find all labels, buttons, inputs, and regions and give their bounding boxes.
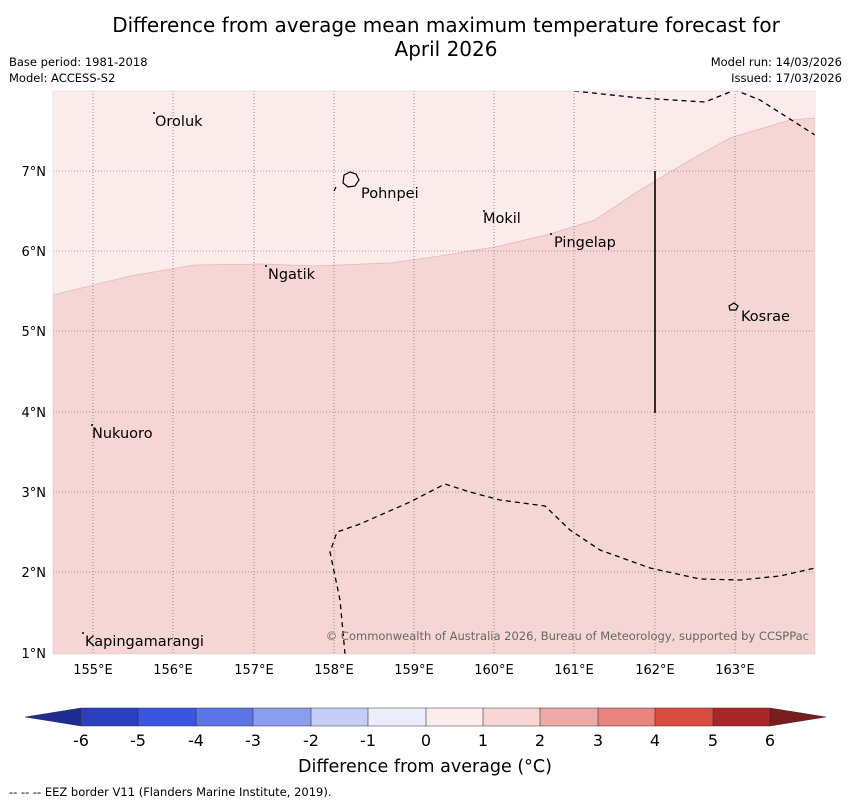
lat-label: 7°N <box>22 165 47 180</box>
lat-label: 3°N <box>22 486 47 501</box>
lon-label: 163°E <box>715 663 755 678</box>
colorbar-tick: 2 <box>535 731 545 750</box>
lon-label: 159°E <box>394 663 434 678</box>
model-name: Model: ACCESS-S2 <box>9 71 116 85</box>
issued-date: Issued: 17/03/2026 <box>731 71 842 85</box>
map-area: Oroluk Pohnpei Mokil Pingelap Ngatik Kos… <box>53 91 815 654</box>
meta-left: Base period: 1981-2018 Model: ACCESS-S2 <box>9 54 148 86</box>
colorbar-tick: -6 <box>73 731 89 750</box>
colorbar-high-extend <box>769 707 827 727</box>
colorbar-tick: 4 <box>650 731 660 750</box>
lat-label: 2°N <box>22 566 47 581</box>
eez-legend-note: -- -- -- EEZ border V11 (Flanders Marine… <box>9 785 332 799</box>
colorbar-tick: 3 <box>593 731 603 750</box>
place-pohnpei: Pohnpei <box>361 186 419 202</box>
place-oroluk: Oroluk <box>155 114 203 130</box>
colorbar-tick: -4 <box>188 731 204 750</box>
place-pingelap: Pingelap <box>554 235 616 251</box>
copyright-text: © Commonwealth of Australia 2026, Bureau… <box>326 629 809 643</box>
lon-label: 158°E <box>314 663 354 678</box>
colorbar-label: Difference from average (°C) <box>298 757 552 777</box>
map-frame <box>52 90 816 655</box>
colorbar-segment <box>655 708 713 726</box>
colorbar-segment <box>598 708 655 726</box>
atoll-markers <box>82 112 552 634</box>
colorbar-segment <box>81 708 138 726</box>
place-ngatik: Ngatik <box>268 267 316 283</box>
lat-label: 1°N <box>22 647 47 662</box>
place-nukuoro: Nukuoro <box>92 426 153 442</box>
lon-label: 155°E <box>73 663 113 678</box>
chart-title: Difference from average mean maximum tem… <box>0 13 850 61</box>
lon-label: 162°E <box>635 663 675 678</box>
colorbar-tick: -2 <box>303 731 319 750</box>
lon-label: 157°E <box>234 663 274 678</box>
lon-label: 156°E <box>153 663 193 678</box>
model-run-date: Model run: 14/03/2026 <box>710 55 842 69</box>
meta-right: Model run: 14/03/2026 Issued: 17/03/2026 <box>711 54 842 86</box>
colorbar-tick: -3 <box>245 731 261 750</box>
colorbar-tick: -1 <box>360 731 376 750</box>
colorbar-tick: 1 <box>478 731 488 750</box>
eez-border <box>329 91 815 654</box>
base-period: Base period: 1981-2018 <box>9 55 148 69</box>
zone-1-to-2 <box>53 117 815 654</box>
title-line-1: Difference from average mean maximum tem… <box>112 13 780 37</box>
colorbar-segment <box>253 708 311 726</box>
colorbar-segment <box>713 708 770 726</box>
longitude-axis: 155°E 156°E 157°E 158°E 159°E 160°E 161°… <box>73 663 755 678</box>
place-kosrae: Kosrae <box>741 309 790 325</box>
colorbar-low-extend <box>24 707 82 727</box>
colorbar-segment <box>196 708 253 726</box>
lat-label: 6°N <box>22 245 47 260</box>
colorbar-tick: 5 <box>708 731 718 750</box>
ant-atoll-icon <box>333 186 337 192</box>
pohnpei-island-icon <box>342 171 360 188</box>
colorbar-segment <box>426 708 483 726</box>
colorbar-segment <box>540 708 598 726</box>
lon-label: 160°E <box>474 663 514 678</box>
kosrae-island-icon <box>728 302 739 311</box>
lat-label: 5°N <box>22 325 47 340</box>
colorbar-segment <box>483 708 540 726</box>
colorbar-tick: 6 <box>765 731 775 750</box>
place-mokil: Mokil <box>483 211 521 227</box>
colorbar-tick: 0 <box>421 731 431 750</box>
title-line-2: April 2026 <box>394 37 498 61</box>
lon-label: 161°E <box>554 663 594 678</box>
colorbar-segment <box>311 708 368 726</box>
colorbar-segment <box>138 708 196 726</box>
colorbar: -6 -5 -4 -3 -2 -1 0 1 2 3 4 5 6 <box>24 707 827 750</box>
place-kapingamarangi: Kapingamarangi <box>85 634 204 650</box>
lat-label: 4°N <box>22 406 47 421</box>
colorbar-tick: -5 <box>130 731 146 750</box>
latitude-axis: 1°N 2°N 3°N 4°N 5°N 6°N 7°N <box>22 165 47 662</box>
colorbar-segment <box>368 708 426 726</box>
